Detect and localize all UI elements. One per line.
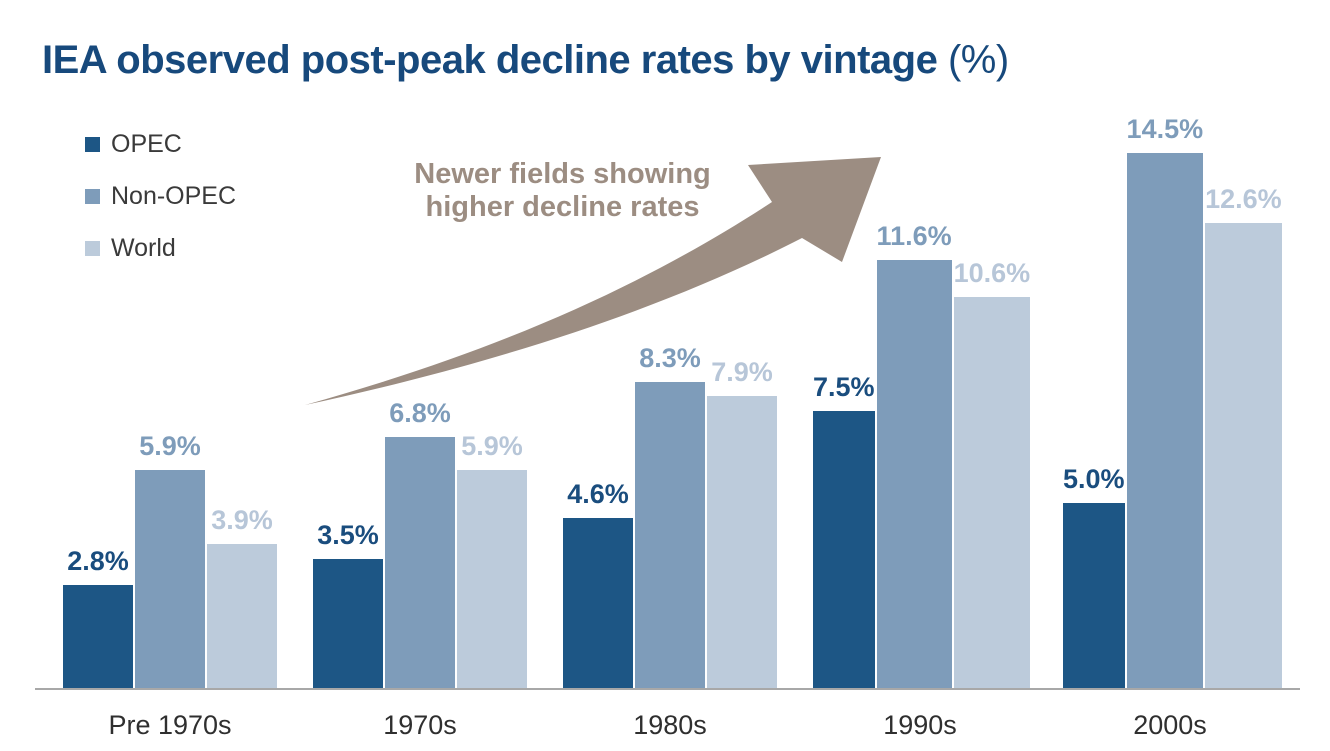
bar-value-label: 4.6% [567,479,629,509]
legend-label: Non-OPEC [111,182,237,210]
bar [207,544,277,688]
plot-area: 2.8% 5.9% 3.9% 3.5% 6.8% 5.9% 4.6% 8.3% 7.9% 7.5%… [35,95,1300,690]
bar [1205,223,1282,688]
bar-value-label: 2.8% [67,546,129,576]
bar-opec: 7.5% [813,372,875,688]
x-axis-labels: Pre 1970s 1970s 1980s 1990s 2000s [35,710,1300,741]
category-label: 1990s [883,710,957,740]
bar-value-label: 7.5% [813,372,875,402]
bar [876,260,952,688]
bar-group: 2.8% 5.9% 3.9% [63,431,277,688]
legend-swatch [85,189,100,204]
page-title-suffix: (%) [937,38,1009,82]
bar-group: 5.0% 14.5% 12.6% [1063,114,1282,688]
annotation-line2: higher decline rates [425,191,700,224]
category-label: 2000s [1133,710,1207,740]
bar [635,382,705,688]
bar-value-label: 5.0% [1063,464,1125,494]
bar [63,585,133,688]
bar-value-label: 5.9% [139,431,201,461]
annotation: Newer fields showing higher decline rate… [395,158,730,225]
bar-value-label: 8.3% [639,343,701,373]
category-label: 1980s [633,710,707,740]
bar-world: 3.9% [207,505,277,688]
bar [457,470,527,688]
category-label: 1970s [383,710,457,740]
bar-non-opec: 11.6% [876,221,952,688]
page-title: IEA observed post-peak decline rates by … [42,38,1009,83]
legend-item-world: World [85,234,236,263]
bar-value-label: 14.5% [1126,114,1204,144]
bar-value-label: 6.8% [389,398,451,428]
bar-group: 3.5% 6.8% 5.9% [313,398,527,688]
bar-value-label: 7.9% [711,357,773,387]
bar-opec: 3.5% [313,520,383,688]
bar [813,411,875,688]
bar [707,396,777,688]
bar-non-opec: 6.8% [385,398,455,688]
bar [1126,153,1204,688]
bar-non-opec: 14.5% [1126,114,1204,688]
bar-non-opec: 5.9% [135,431,205,688]
legend-swatch [85,137,100,152]
bar-opec: 4.6% [563,479,633,688]
category-label: Pre 1970s [108,710,232,740]
bar [953,297,1031,688]
bar-value-label: 3.9% [211,505,273,535]
bar-value-label: 11.6% [876,221,952,251]
legend: OPEC Non-OPEC World [85,130,236,263]
bar-world: 7.9% [707,357,777,688]
bar-group: 4.6% 8.3% 7.9% [563,343,777,688]
legend-item-opec: OPEC [85,130,236,159]
annotation-line1: Newer fields showing [414,158,711,190]
bar-group: 7.5% 11.6% 10.6% [813,221,1031,688]
bar [1063,503,1125,688]
bar-value-label: 5.9% [461,431,523,461]
bar-value-label: 12.6% [1205,184,1282,214]
bar-world: 10.6% [953,258,1031,688]
bar [563,518,633,688]
legend-label: OPEC [111,130,182,158]
legend-item-non-opec: Non-OPEC [85,182,236,211]
legend-swatch [85,241,100,256]
bar-opec: 2.8% [63,546,133,688]
bar [385,437,455,688]
bar-non-opec: 8.3% [635,343,705,688]
bar-value-label: 10.6% [953,258,1031,288]
bar-world: 12.6% [1205,184,1282,688]
bar-value-label: 3.5% [317,520,379,550]
legend-label: World [111,234,176,262]
bar [313,559,383,688]
bar-opec: 5.0% [1063,464,1125,688]
bar [135,470,205,688]
bar-world: 5.9% [457,431,527,688]
page-title-main: IEA observed post-peak decline rates by … [42,38,938,82]
